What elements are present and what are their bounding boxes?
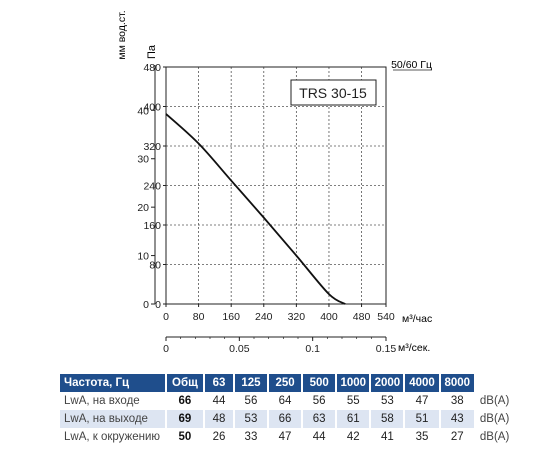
cell: 35: [404, 428, 441, 446]
table-header-row: Частота, Гц Общ 63 125 250 500 1000 2000…: [60, 374, 519, 392]
cell: 44: [302, 428, 338, 446]
y-mm-tick-label: 40: [137, 105, 149, 117]
x-m3h-tick-label: 480: [353, 311, 371, 323]
cell: 47: [268, 428, 304, 446]
header-8000: 8000: [439, 374, 476, 392]
cell: 51: [404, 410, 441, 428]
x-m3h-tick-label: 400: [320, 311, 338, 323]
cell: 53: [370, 392, 406, 410]
cell-total: 66: [165, 392, 206, 410]
cell-total: 50: [165, 428, 206, 446]
header-125: 125: [233, 374, 270, 392]
cell: 61: [336, 410, 372, 428]
cell: 33: [233, 428, 270, 446]
cell: 56: [233, 392, 270, 410]
row-label: LwA, к окружению: [60, 428, 167, 446]
cell: 63: [302, 410, 338, 428]
x-m3h-tick-label: 240: [255, 311, 273, 323]
header-2000: 2000: [370, 374, 406, 392]
header-63: 63: [204, 374, 235, 392]
cell: 66: [268, 410, 304, 428]
cell: 44: [204, 392, 235, 410]
x-m3h-tick-label: 160: [222, 311, 240, 323]
table-row: LwA, на входе 66 44 56 64 56 55 53 47 38…: [60, 392, 521, 410]
y-pa-tick-label: 240: [143, 181, 161, 193]
chart-series: [165, 113, 346, 305]
header-4000: 4000: [404, 374, 441, 392]
y-pa-tick-label: 400: [143, 102, 161, 114]
header-500: 500: [302, 374, 338, 392]
chart-title: TRS 30-15: [299, 85, 367, 101]
cell: 48: [204, 410, 235, 428]
y-mm-tick-label: 20: [137, 202, 149, 214]
y-pa-tick-label: 0: [155, 299, 161, 311]
x-m3h-tick-label: 540: [377, 311, 395, 323]
chart-title-frame: [290, 79, 377, 106]
x-m3s-tick-label: 0.05: [229, 343, 250, 355]
x-top-axis-label: м³/час: [402, 313, 432, 325]
row-label: LwA, на входе: [60, 392, 167, 410]
x-m3h-tick-label: 320: [288, 311, 306, 323]
table-row: LwA, к окружению 50 26 33 47 44 42 41 35…: [60, 428, 521, 446]
row-unit: dB(A): [474, 428, 521, 446]
y-mm-tick-label: 30: [137, 154, 149, 166]
x-m3h-tick-label: 0: [163, 311, 169, 323]
y-pa-tick-label: 480: [143, 62, 161, 74]
chart-title-box: TRS 30-15: [290, 79, 377, 106]
header-total: Общ: [165, 374, 206, 392]
x-m3s-tick-label: 0.15: [376, 343, 397, 355]
header-250: 250: [268, 374, 304, 392]
table-row: LwA, на выходе 69 48 53 66 63 61 58 51 4…: [60, 410, 521, 428]
cell: 56: [302, 392, 338, 410]
noise-table: Частота, Гц Общ 63 125 250 500 1000 2000…: [60, 374, 521, 446]
cell: 42: [336, 428, 372, 446]
cell: 64: [268, 392, 304, 410]
y-pa-tick-label: 320: [143, 141, 161, 153]
y-pa-tick-label: 160: [143, 220, 161, 232]
fan-curve-line: [165, 113, 346, 305]
cell: 55: [336, 392, 372, 410]
x-m3h-tick-label: 80: [193, 311, 205, 323]
x-m3s-tick-label: 0.1: [305, 343, 320, 355]
cell: 58: [370, 410, 406, 428]
cell: 43: [439, 410, 476, 428]
x-bottom-axis-label: м³/сек.: [398, 342, 430, 354]
row-label: LwA, на выходе: [60, 410, 167, 428]
cell-total: 69: [165, 410, 206, 428]
cell: 41: [370, 428, 406, 446]
cell: 38: [439, 392, 476, 410]
y-mm-tick-label: 10: [137, 251, 149, 263]
x-m3s-tick-label: 0: [163, 343, 169, 355]
row-unit: dB(A): [474, 410, 521, 428]
row-unit: dB(A): [474, 392, 521, 410]
header-1000: 1000: [336, 374, 372, 392]
y-mm-tick-label: 0: [143, 299, 149, 311]
cell: 26: [204, 428, 235, 446]
chart-labels: мм вод.ст. Па 50/60 Гц м³/час м³/сек.: [116, 10, 432, 354]
chart-axes: [154, 65, 432, 338]
frequency-label: 50/60 Гц: [391, 59, 432, 71]
header-unit-blank: [474, 374, 519, 392]
cell: 47: [404, 392, 441, 410]
y-left-axis-label: мм вод.ст.: [116, 10, 128, 59]
chart-grid: [166, 67, 386, 304]
cell: 53: [233, 410, 270, 428]
header-frequency: Частота, Гц: [60, 374, 167, 392]
y-right-axis-label: Па: [146, 44, 158, 59]
cell: 27: [439, 428, 476, 446]
y-pa-tick-label: 80: [149, 260, 161, 272]
